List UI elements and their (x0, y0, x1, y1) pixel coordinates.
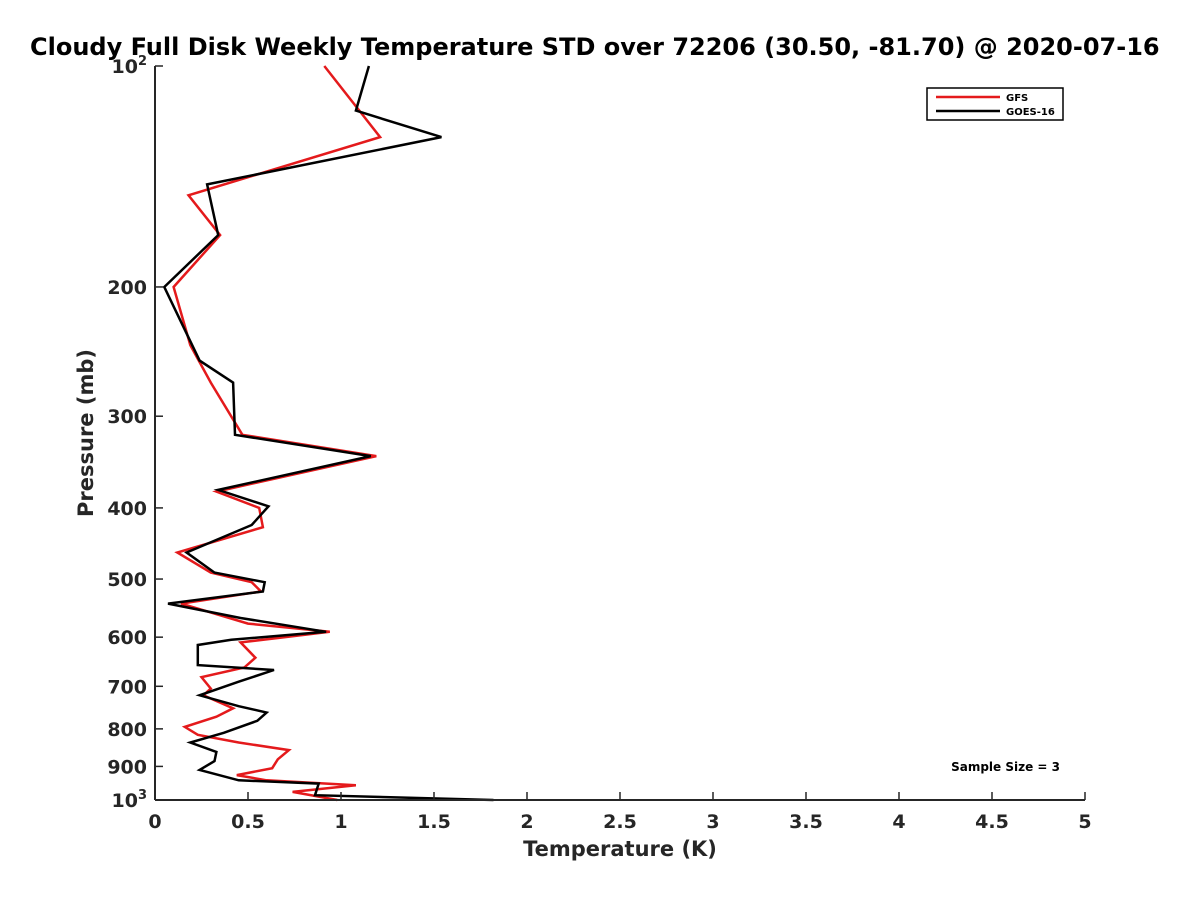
y-tick-label: 102 (112, 54, 148, 78)
legend: GFS GOES-16 (926, 87, 1064, 121)
chart-title: Cloudy Full Disk Weekly Temperature STD … (30, 33, 1160, 61)
x-tick-label: 3 (706, 811, 719, 833)
series-layer (162, 65, 494, 802)
legend-items: GFS GOES-16 (936, 93, 1055, 118)
x-tick-label: 3.5 (789, 811, 823, 833)
y-ticks: 102 200 300 400 500 600 700 800 900 103 (107, 54, 163, 812)
legend-box (926, 87, 1064, 121)
x-axis-label: Temperature (K) (523, 837, 717, 861)
x-tick-label: 4 (892, 811, 905, 833)
x-tick-label: 2 (520, 811, 533, 833)
y-tick-label: 103 (112, 788, 148, 812)
x-tick-label: 5 (1078, 811, 1091, 833)
series-line-gfs (172, 65, 383, 802)
y-tick-label: 800 (107, 719, 147, 741)
plot-area: 0 0.5 1 1.5 2 2.5 3 3.5 4 4.5 5 102 200 300 400 500 600… (107, 54, 1091, 833)
y-tick-label: 900 (107, 756, 147, 778)
sample-size-annotation: Sample Size = 3 (951, 760, 1060, 774)
y-tick-label: 200 (107, 277, 147, 299)
y-tick-label: 400 (107, 498, 147, 520)
series-line-goes-16 (162, 65, 494, 802)
x-tick-label: 0 (148, 811, 161, 833)
x-tick-label: 1.5 (417, 811, 451, 833)
legend-label-goes-16: GOES-16 (1006, 107, 1055, 118)
legend-label-gfs: GFS (1006, 93, 1028, 104)
y-tick-label: 500 (107, 569, 147, 591)
x-tick-label: 0.5 (231, 811, 265, 833)
y-axis-label: Pressure (mb) (74, 349, 98, 517)
x-tick-label: 1 (334, 811, 347, 833)
y-tick-label: 600 (107, 627, 147, 649)
y-tick-label: 300 (107, 406, 147, 428)
y-tick-label: 700 (107, 676, 147, 698)
x-tick-label: 4.5 (975, 811, 1009, 833)
x-tick-label: 2.5 (603, 811, 637, 833)
x-ticks: 0 0.5 1 1.5 2 2.5 3 3.5 4 4.5 5 (148, 792, 1092, 833)
